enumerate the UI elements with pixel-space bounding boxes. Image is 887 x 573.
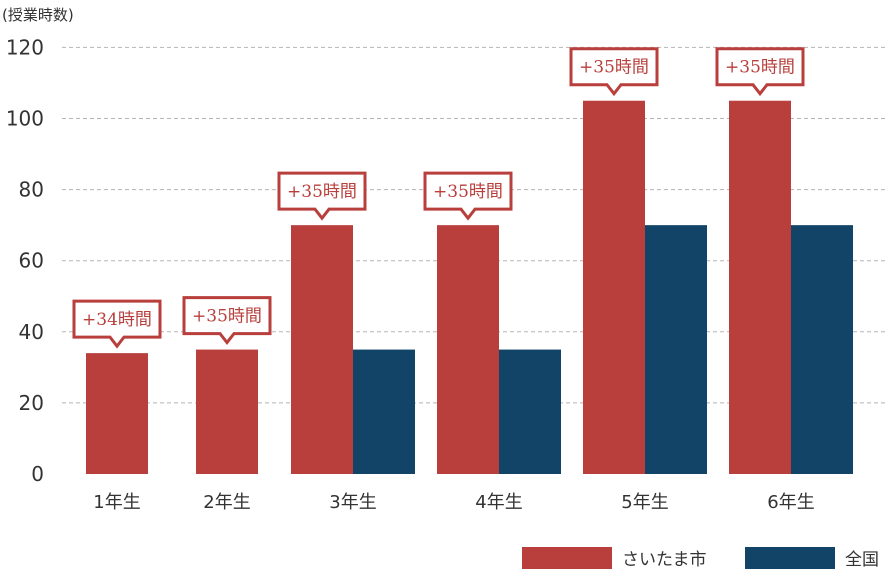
x-axis-labels: 1年生 2年生 3年生 4年生 5年生 6年生 [93,492,814,513]
difference-callout: +35時間 [569,47,659,97]
bar-saitama [291,225,353,474]
y-tick-label: 20 [19,391,44,415]
difference-callouts: +34時間 +35時間 +35時間 +35時間 +35時間 +35時間 [72,47,805,349]
difference-callout: +35時間 [277,171,367,221]
callout-box [715,47,805,97]
y-axis-ticks: 0 20 40 60 80 100 120 [6,35,44,486]
bar-national [645,225,707,474]
difference-callout: +35時間 [715,47,805,97]
x-tick-label: 4年生 [475,492,522,513]
callout-box [72,299,162,349]
legend-label-saitama: さいたま市 [622,550,707,570]
bar-saitama [196,349,258,474]
bar-national [499,349,561,474]
y-tick-label: 40 [19,320,44,344]
y-tick-label: 100 [6,107,44,131]
difference-callout: +35時間 [423,171,513,221]
callout-box [277,171,367,221]
callout-box [182,296,272,346]
bar-national [791,225,853,474]
y-tick-label: 0 [31,462,44,486]
y-tick-label: 80 [19,178,44,202]
callout-box [423,171,513,221]
x-tick-label: 6年生 [767,492,814,513]
legend: さいたま市 全国 [522,547,879,570]
y-tick-label: 60 [19,249,44,273]
legend-swatch-national [745,547,835,569]
difference-callout: +35時間 [182,296,272,346]
bar-saitama [437,225,499,474]
bar-saitama [583,100,645,474]
callout-label: +35時間 [725,58,795,78]
x-tick-label: 2年生 [203,492,250,513]
bar-saitama [729,100,791,474]
legend-label-national: 全国 [845,550,879,570]
x-tick-label: 5年生 [621,492,668,513]
bars [86,100,853,474]
callout-label: +34時間 [82,310,152,330]
callout-label: +35時間 [579,58,649,78]
callout-label: +35時間 [433,182,503,202]
x-tick-label: 1年生 [93,492,140,513]
callout-label: +35時間 [287,182,357,202]
x-tick-label: 3年生 [329,492,376,513]
bar-saitama [86,353,148,474]
difference-callout: +34時間 [72,299,162,349]
callout-label: +35時間 [192,307,262,327]
y-axis-unit-label: (授業時数) [2,6,74,24]
bar-national [353,349,415,474]
legend-swatch-saitama [522,547,612,569]
callout-box [569,47,659,97]
y-tick-label: 120 [6,35,44,59]
